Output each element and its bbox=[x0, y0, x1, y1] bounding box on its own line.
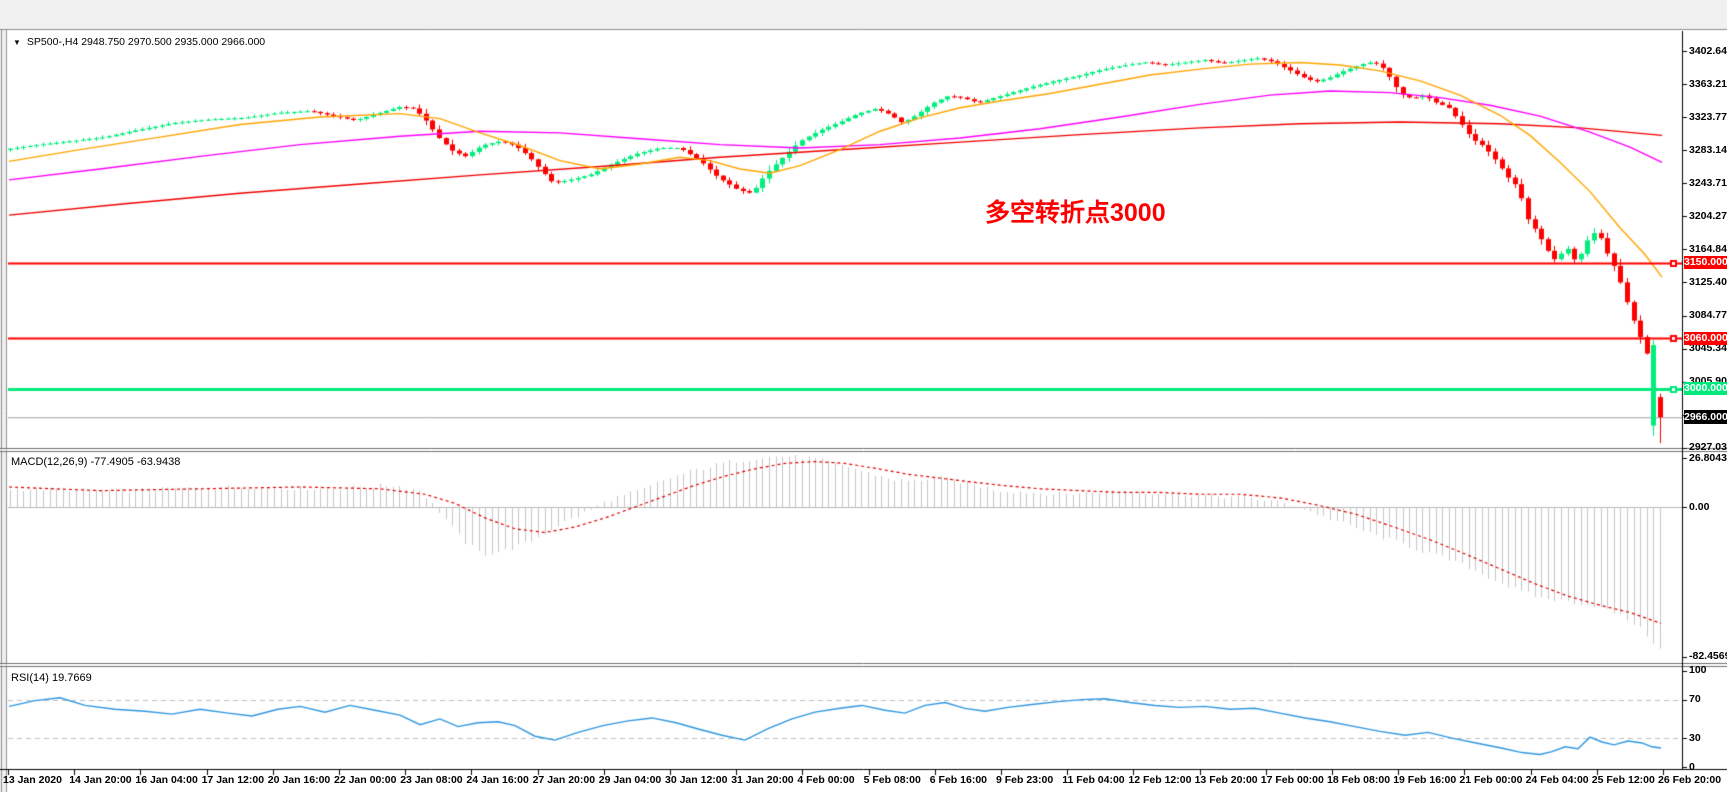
price-axis-label: 3084.775 bbox=[1689, 309, 1727, 322]
date-axis-label: 17 Feb 00:00 bbox=[1260, 774, 1324, 786]
chart-annotation-text[interactable]: 多空转折点3000 bbox=[985, 199, 1166, 227]
bid-price-badge: 2966.000 bbox=[1684, 410, 1727, 425]
symbol-quote-title: SP500-,H4 2948.750 2970.500 2935.000 296… bbox=[26, 36, 266, 48]
date-axis-label: 13 Jan 2020 bbox=[3, 774, 62, 786]
level-price-badge: 3000.000 bbox=[1684, 382, 1727, 396]
date-axis-label: 23 Jan 08:00 bbox=[400, 774, 463, 786]
level-price-badge: 3060.000 bbox=[1684, 331, 1727, 345]
date-axis-label: 18 Feb 08:00 bbox=[1327, 774, 1391, 786]
date-axis-label: 29 Jan 04:00 bbox=[598, 774, 662, 786]
macd-axis-label: 26.8043 bbox=[1689, 451, 1727, 464]
collapse-caret-icon[interactable]: ▼ bbox=[13, 37, 21, 47]
date-axis-label: 25 Feb 12:00 bbox=[1591, 774, 1655, 786]
rsi-axis-label: 30 bbox=[1689, 731, 1701, 744]
price-axis-label: 3164.840 bbox=[1689, 242, 1727, 255]
date-axis-label: 12 Feb 12:00 bbox=[1128, 774, 1192, 786]
price-axis-label: 3125.405 bbox=[1689, 275, 1727, 288]
price-axis-label: 3402.645 bbox=[1689, 44, 1727, 57]
rsi-axis-label: 100 bbox=[1689, 664, 1707, 677]
date-axis-label: 16 Jan 04:00 bbox=[135, 774, 198, 786]
macd-axis-label: -82.4569 bbox=[1689, 650, 1727, 663]
price-axis-label: 3363.210 bbox=[1689, 77, 1727, 90]
date-axis-label: 13 Feb 20:00 bbox=[1194, 774, 1258, 786]
rsi-axis-label: 70 bbox=[1689, 693, 1701, 706]
date-axis-label: 31 Jan 20:00 bbox=[731, 774, 794, 786]
macd-axis-label: 0.00 bbox=[1689, 500, 1710, 513]
date-axis-label: 6 Feb 16:00 bbox=[929, 774, 987, 786]
price-axis-label: 3204.275 bbox=[1689, 209, 1727, 222]
date-axis-label: 5 Feb 08:00 bbox=[863, 774, 921, 786]
date-axis-label: 24 Feb 04:00 bbox=[1525, 774, 1589, 786]
rsi-indicator-label: RSI(14) 19.7669 bbox=[11, 672, 92, 684]
date-axis-label: 20 Jan 16:00 bbox=[267, 774, 331, 786]
date-axis-label: 27 Jan 20:00 bbox=[532, 774, 596, 786]
date-axis-label: 19 Feb 16:00 bbox=[1393, 774, 1457, 786]
date-axis-label: 9 Feb 23:00 bbox=[996, 774, 1054, 786]
rsi-axis-label: 0 bbox=[1689, 760, 1695, 773]
date-axis-label: 22 Jan 00:00 bbox=[334, 774, 397, 786]
date-axis-label: 17 Jan 12:00 bbox=[201, 774, 265, 786]
price-axis-label: 3323.775 bbox=[1689, 110, 1727, 123]
date-axis-label: 4 Feb 00:00 bbox=[797, 774, 855, 786]
date-axis-label: 14 Jan 20:00 bbox=[69, 774, 132, 786]
chart-title-bar: ▼ SP500-,H4 2948.750 2970.500 2935.000 2… bbox=[13, 36, 265, 48]
price-axis-label: 3283.145 bbox=[1689, 143, 1727, 156]
date-axis-label: 11 Feb 04:00 bbox=[1062, 774, 1125, 786]
date-axis-label: 26 Feb 20:00 bbox=[1658, 774, 1722, 786]
macd-indicator-label: MACD(12,26,9) -77.4905 -63.9438 bbox=[11, 456, 181, 468]
level-price-badge: 3150.000 bbox=[1684, 256, 1727, 270]
date-axis-label: 24 Jan 16:00 bbox=[466, 774, 529, 786]
date-axis-label: 21 Feb 00:00 bbox=[1459, 774, 1523, 786]
price-axis-label: 3045.340 bbox=[1689, 342, 1727, 355]
price-axis-label: 2927.035 bbox=[1689, 441, 1727, 454]
price-axis-label: 3243.710 bbox=[1689, 176, 1727, 189]
date-axis-label: 30 Jan 12:00 bbox=[665, 774, 728, 786]
